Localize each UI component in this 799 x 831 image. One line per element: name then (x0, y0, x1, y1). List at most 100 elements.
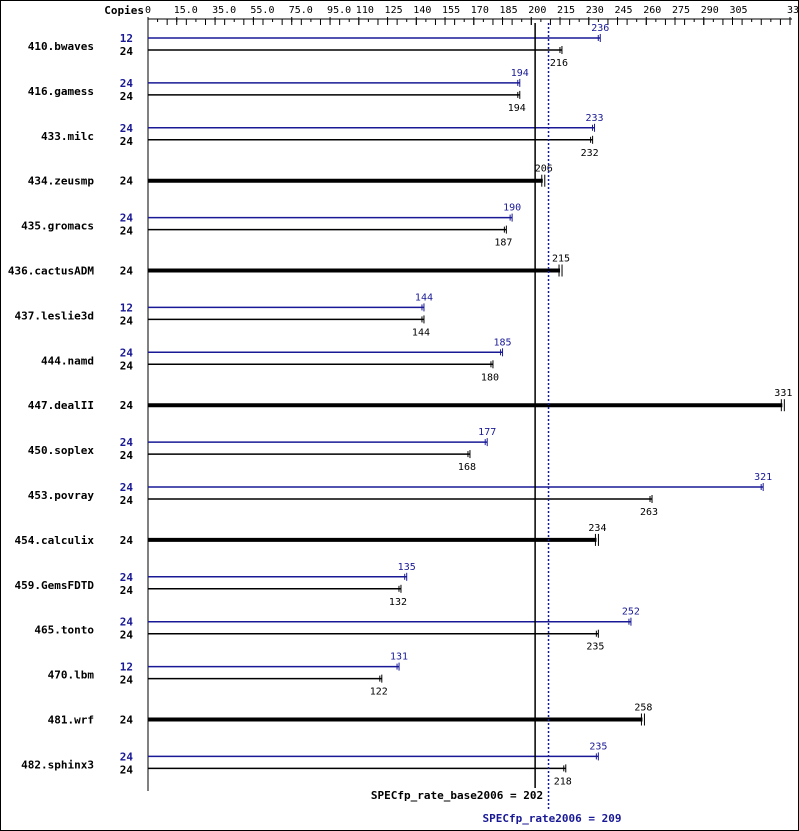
peak-value-label: 144 (415, 292, 433, 303)
x-tick-label: 140 (413, 5, 431, 16)
x-tick-label: 55.0 (250, 5, 274, 16)
x-tick-label: 245 (615, 5, 633, 16)
peak-value-label: 190 (503, 203, 521, 214)
base-copies-label: 24 (120, 674, 134, 687)
benchmark-label: 459.GemsFDTD (15, 579, 95, 592)
benchmark-label: 410.bwaves (28, 40, 94, 53)
x-tick-label: 215 (557, 5, 575, 16)
peak-copies-label: 24 (120, 481, 134, 494)
base-value-label: 144 (412, 327, 430, 338)
base-copies-label: 24 (120, 265, 134, 278)
base-value-label: 215 (552, 254, 570, 265)
peak-copies-label: 24 (120, 436, 134, 449)
base-copies-label: 24 (120, 314, 134, 327)
peak-value-label: 252 (622, 607, 640, 618)
peak-copies-label: 12 (120, 301, 133, 314)
x-tick-label: 75.0 (289, 5, 313, 16)
base-value-label: 168 (458, 462, 476, 473)
peak-copies-label: 24 (120, 212, 134, 225)
base-value-label: 263 (640, 507, 658, 518)
base-copies-label: 24 (120, 225, 134, 238)
peak-copies-label: 24 (120, 77, 134, 90)
base-copies-label: 24 (120, 399, 134, 412)
peak-value-label: 194 (511, 68, 529, 79)
base-copies-label: 24 (120, 449, 134, 462)
benchmark-label: 450.soplex (28, 444, 95, 457)
base-value-label: 194 (508, 103, 526, 114)
x-tick-label: 305 (730, 5, 748, 16)
x-tick-label: 260 (643, 5, 661, 16)
base-copies-label: 24 (120, 714, 134, 727)
base-value-label: 187 (494, 238, 512, 249)
base-value-label: 180 (481, 372, 499, 383)
benchmark-label: 416.gamess (28, 85, 94, 98)
base-value-label: 234 (588, 523, 606, 534)
peak-copies-label: 12 (120, 32, 133, 45)
x-tick-label: 170 (471, 5, 489, 16)
benchmark-label: 444.namd (41, 354, 94, 367)
benchmark-label: 447.dealII (28, 399, 94, 412)
peak-copies-label: 24 (120, 750, 134, 763)
base-value-label: 235 (586, 642, 604, 653)
peak-value-label: 177 (478, 427, 496, 438)
benchmark-label: 482.sphinx3 (21, 758, 94, 771)
x-tick-label: 110 (356, 5, 374, 16)
benchmark-label: 437.leslie3d (15, 309, 94, 322)
peak-value-label: 233 (585, 113, 603, 124)
benchmark-label: 434.zeusmp (28, 175, 95, 188)
base-copies-label: 24 (120, 534, 134, 547)
base-value-label: 232 (581, 148, 599, 159)
base-copies-label: 24 (120, 494, 134, 507)
x-tick-label: 0 (145, 5, 151, 16)
peak-value-label: 321 (754, 472, 772, 483)
base-copies-label: 24 (120, 584, 134, 597)
x-tick-label: 200 (528, 5, 546, 16)
x-tick-label: 95.0 (327, 5, 351, 16)
benchmark-label: 465.tonto (34, 624, 94, 637)
benchmark-label: 453.povray (28, 489, 95, 502)
peak-copies-label: 12 (120, 661, 133, 674)
x-tick-label: 125 (385, 5, 403, 16)
peak-value-label: 236 (591, 23, 609, 34)
peak-reference-label: SPECfp_rate2006 = 209 (482, 812, 621, 825)
peak-copies-label: 24 (120, 571, 134, 584)
x-tick-label: 15.0 (174, 5, 198, 16)
base-value-label: 258 (634, 703, 652, 714)
base-copies-label: 24 (120, 763, 134, 776)
peak-value-label: 185 (494, 337, 512, 348)
base-value-label: 218 (554, 776, 572, 787)
copies-header: Copies (104, 4, 144, 17)
peak-copies-label: 24 (120, 616, 134, 629)
base-copies-label: 24 (120, 135, 134, 148)
peak-copies-label: 24 (120, 346, 134, 359)
base-value-label: 122 (370, 687, 388, 698)
benchmark-label: 436.cactusADM (8, 265, 94, 278)
peak-copies-label: 24 (120, 122, 134, 135)
base-copies-label: 24 (120, 90, 134, 103)
x-tick-label: 35.0 (212, 5, 236, 16)
peak-value-label: 131 (390, 652, 408, 663)
x-tick-label: 185 (500, 5, 518, 16)
benchmark-label: 470.lbm (48, 669, 95, 682)
x-tick-label: 275 (672, 5, 690, 16)
benchmark-label: 481.wrf (48, 714, 94, 727)
base-reference-label: SPECfp_rate_base2006 = 202 (371, 789, 543, 802)
x-tick-label: 290 (701, 5, 719, 16)
x-tick-label: 335 (787, 5, 798, 16)
benchmark-label: 454.calculix (15, 534, 95, 547)
x-tick-label: 155 (442, 5, 460, 16)
base-copies-label: 24 (120, 359, 134, 372)
base-value-label: 331 (774, 388, 792, 399)
benchmark-label: 435.gromacs (21, 220, 94, 233)
x-tick-label: 230 (586, 5, 604, 16)
base-value-label: 206 (535, 164, 553, 175)
peak-value-label: 235 (589, 741, 607, 752)
base-copies-label: 24 (120, 175, 134, 188)
base-copies-label: 24 (120, 629, 134, 642)
peak-value-label: 135 (398, 562, 416, 573)
base-copies-label: 24 (120, 45, 134, 58)
base-value-label: 216 (550, 58, 568, 69)
benchmark-label: 433.milc (41, 130, 94, 143)
